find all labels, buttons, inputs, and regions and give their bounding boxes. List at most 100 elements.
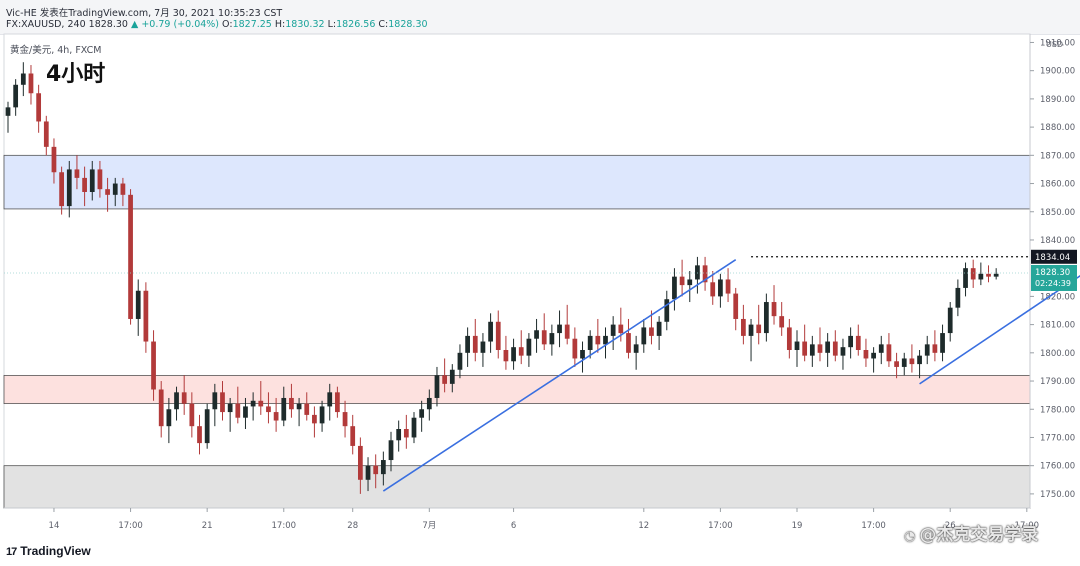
candle-down [335, 392, 340, 413]
trendline [382, 259, 737, 492]
symbol-label: 黄金/美元, 4h, FXCM [10, 45, 102, 56]
price-tick-label: 1790.00 [1040, 377, 1075, 387]
candle-up [243, 406, 248, 418]
ohlc-info: FX:XAUUSD, 240 1828.30 ▲ +0.79 (+0.04%) … [6, 19, 428, 30]
candle-down [373, 465, 379, 475]
candle-down [649, 327, 654, 336]
time-tick-label: 7月 [422, 521, 436, 531]
publish-info: Vic-HE 发表在TradingView.com, 7月 30, 2021 1… [6, 5, 282, 19]
tradingview-logo-icon: 17 [6, 546, 17, 558]
candle-down [503, 350, 509, 362]
candle-up [763, 302, 769, 334]
candle-down [158, 389, 164, 427]
current-price-tag [1031, 264, 1077, 291]
candle-up [20, 73, 26, 85]
candle-up [748, 324, 754, 336]
candle-down [802, 341, 808, 356]
candle-up [557, 324, 562, 334]
candle-up [250, 400, 256, 407]
candle-down [855, 335, 861, 350]
candle-down [779, 316, 785, 328]
high-label: H: [274, 19, 286, 30]
weibo-watermark: ◔ @杰克交易学录 [904, 520, 1038, 545]
price-unit-label: USD [1046, 40, 1063, 49]
candle-up [672, 276, 677, 300]
candle-down [970, 268, 976, 280]
candle-down [189, 403, 195, 427]
candle-down [756, 324, 762, 334]
candle-up [917, 355, 922, 365]
interval: 240 [67, 19, 86, 30]
level-price-tag-text: 1834.04 [1035, 253, 1070, 263]
candle-down [59, 172, 64, 207]
bar-countdown: 02:24:39 [1035, 279, 1071, 288]
candle-up [135, 290, 141, 319]
candle-up [695, 265, 700, 280]
candle-up [281, 397, 287, 421]
candle-up [871, 352, 876, 359]
price-tick-label: 1780.00 [1040, 405, 1075, 415]
time-tick-label: 17:00 [272, 521, 297, 531]
price-tick-label: 1890.00 [1040, 95, 1075, 105]
candle-up [633, 344, 639, 353]
zone-low [3, 465, 1031, 509]
candle-up [89, 169, 95, 192]
time-tick-label: 17:00 [118, 521, 143, 531]
high-value: 1830.32 [285, 19, 325, 30]
candle-down [832, 341, 838, 356]
time-tick-label: 14 [49, 521, 60, 531]
candle-up [641, 327, 647, 345]
candle-down [289, 397, 294, 410]
price-tick-label: 1750.00 [1040, 490, 1075, 500]
candle-up [296, 403, 302, 410]
candle-down [894, 361, 899, 367]
candle-down [618, 324, 624, 334]
candle-down [564, 324, 570, 339]
candle-up [978, 273, 984, 280]
price-tick-label: 1810.00 [1040, 321, 1075, 331]
candle-down [932, 344, 938, 353]
time-tick-label: 12 [638, 521, 649, 531]
candle-down [128, 194, 133, 319]
symbol-code: FX:XAUUSD, [6, 19, 65, 30]
time-tick-label: 28 [347, 521, 358, 531]
candle-down [909, 358, 915, 365]
tradingview-logo: 17 TradingView [6, 544, 91, 558]
candle-up [174, 392, 179, 410]
candle-up [112, 183, 118, 195]
price-tick-label: 1820.00 [1040, 292, 1075, 302]
candle-up [388, 440, 394, 461]
last-price: 1828.30 [88, 19, 128, 30]
candle-down [518, 347, 524, 356]
tradingview-wordmark: TradingView [20, 544, 91, 558]
candle-up [488, 321, 493, 342]
candle-up [204, 409, 210, 444]
candle-up [940, 333, 945, 353]
candle-up [664, 299, 670, 322]
candle-down [541, 330, 547, 345]
candle-down [702, 265, 708, 283]
published-text: 发表在TradingView.com, [39, 8, 152, 19]
candle-down [258, 400, 264, 407]
candle-down [120, 183, 126, 195]
price-tick-label: 1870.00 [1040, 151, 1075, 161]
candle-down [304, 403, 310, 415]
candle-down [403, 429, 409, 438]
candle-up [610, 324, 616, 336]
author-name: Vic-HE [6, 8, 37, 19]
candle-down [626, 333, 631, 353]
time-tick-label: 17:00 [1015, 521, 1040, 531]
candle-up [480, 341, 486, 353]
candle-down [143, 290, 149, 342]
candle-down [725, 279, 731, 294]
candle-up [687, 279, 693, 286]
zone-support [3, 374, 1031, 405]
chart-title: 4小时 [46, 62, 106, 87]
candle-up [955, 287, 961, 308]
candle-down [51, 146, 57, 173]
candle-up [963, 268, 968, 288]
candle-up [327, 392, 333, 407]
candle-down [350, 426, 356, 446]
candle-up [380, 460, 386, 475]
